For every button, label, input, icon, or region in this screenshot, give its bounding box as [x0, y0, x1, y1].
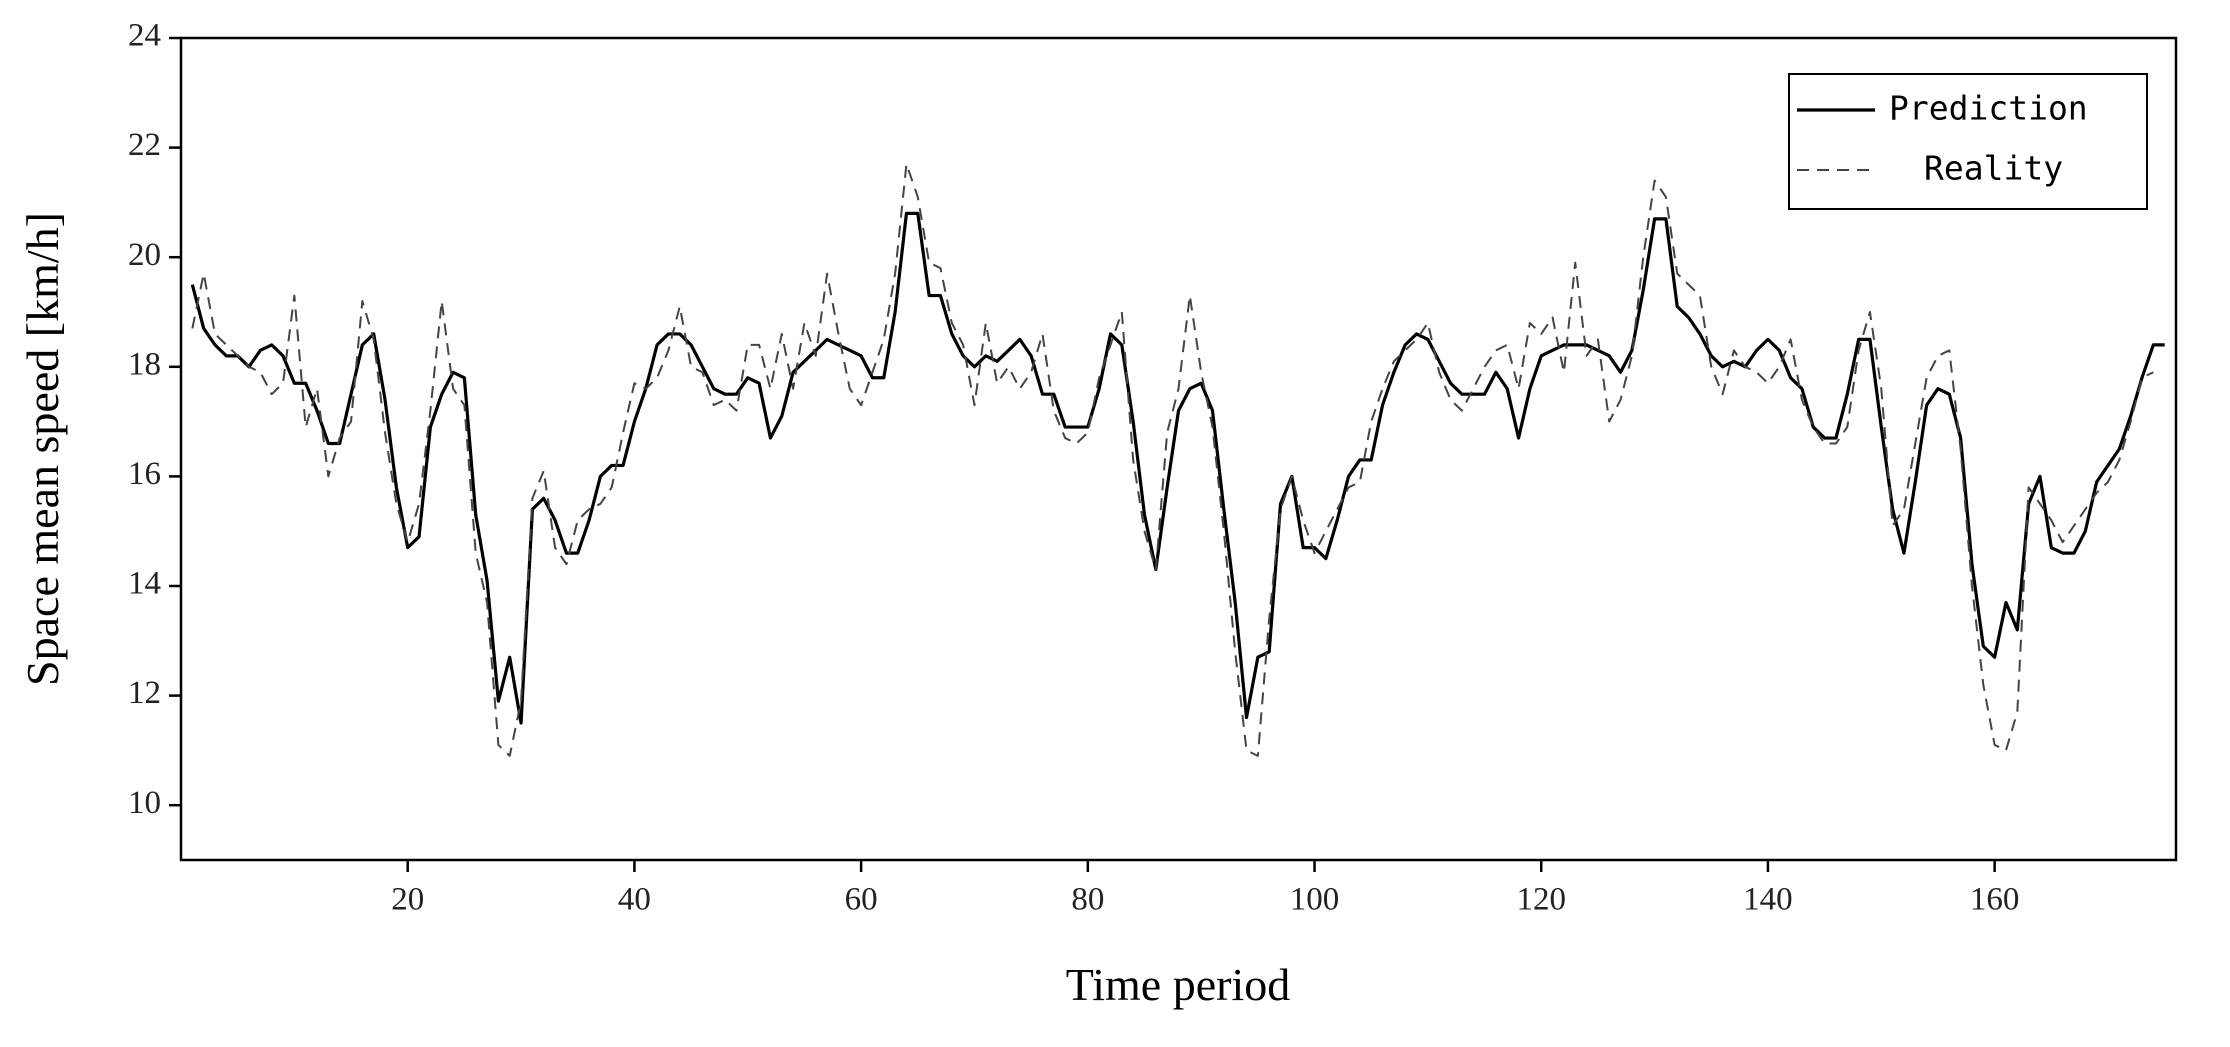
x-tick-label: 40: [618, 882, 651, 918]
x-tick-label: 160: [1970, 882, 2020, 918]
line-series: [191, 163, 2154, 757]
y-tick-label: 16: [128, 456, 161, 492]
y-tick-label: 22: [128, 127, 161, 163]
y-tick-label: 20: [128, 237, 161, 273]
y-tick-label: 14: [128, 566, 161, 602]
x-tick-label: 60: [845, 882, 878, 918]
x-tick-label: 120: [1516, 882, 1566, 918]
legend-label: Reality: [1924, 149, 2063, 188]
line-series: [190, 211, 2165, 725]
plot-frame: [179, 36, 2178, 862]
legend-label: Prediction: [1889, 89, 2088, 128]
y-tick-label: 24: [128, 18, 161, 54]
x-tick-label: 140: [1743, 882, 1793, 918]
x-axis-title: Time period: [1066, 959, 1290, 1010]
y-tick-label: 12: [128, 675, 161, 711]
x-tick-label: 100: [1290, 882, 1340, 918]
x-tick-label: 80: [1071, 882, 1104, 918]
y-tick-label: 10: [128, 785, 161, 821]
legend-box: [1788, 73, 2148, 210]
y-axis-title: Space mean speed [km/h]: [17, 212, 68, 686]
x-tick-label: 20: [391, 882, 424, 918]
y-tick-label: 18: [128, 346, 161, 382]
